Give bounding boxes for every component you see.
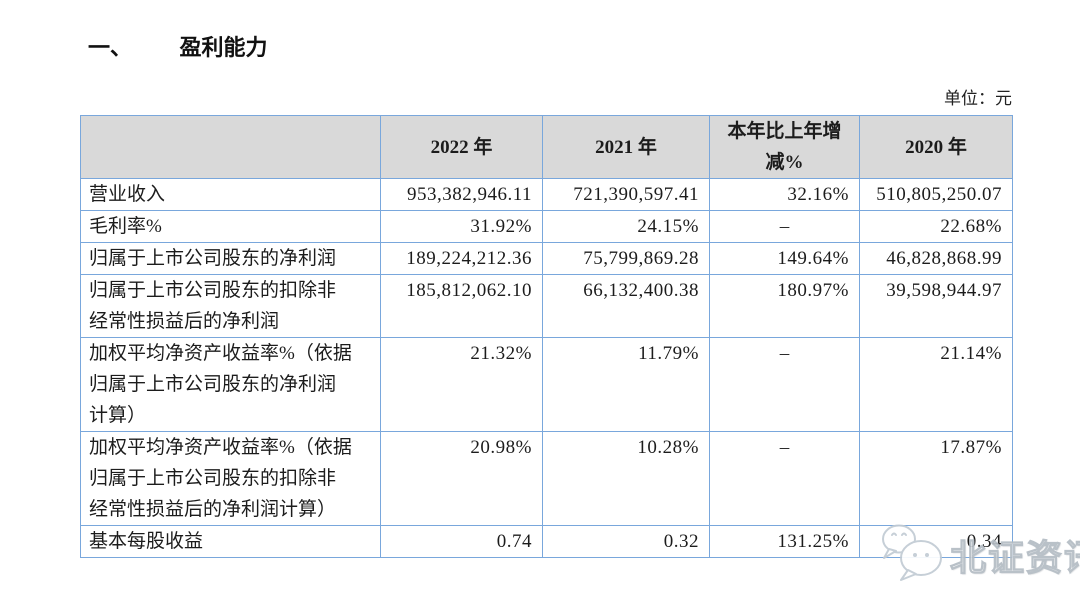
value-2022: 21.32% (380, 337, 543, 432)
unit-label: 单位：元 (944, 89, 1012, 108)
value-change: 131.25% (709, 525, 860, 558)
value-2021: 66,132,400.38 (542, 274, 710, 338)
row-label: 基本每股收益 (80, 525, 381, 558)
value-2021: 0.32 (542, 525, 710, 558)
row-label: 毛利率% (80, 210, 381, 243)
value-2020: 39,598,944.97 (859, 274, 1013, 338)
table-header: 2022 年 2021 年 本年比上年增 减% 2020 年 (80, 115, 1013, 179)
value-2021: 24.15% (542, 210, 710, 243)
value-2020: 510,805,250.07 (859, 178, 1013, 211)
section-name: 盈利能力 (179, 35, 268, 60)
value-2022: 189,224,212.36 (380, 242, 543, 275)
value-2021: 10.28% (542, 431, 710, 526)
row-label: 营业收入 (80, 178, 381, 211)
value-change: 180.97% (709, 274, 860, 338)
value-change: – (709, 431, 860, 526)
row-label: 归属于上市公司股东的净利润 (80, 242, 381, 275)
value-2021: 11.79% (542, 337, 710, 432)
section-title: 一、 盈利能力 (88, 30, 268, 62)
value-2022: 185,812,062.10 (380, 274, 543, 338)
value-change: 149.64% (709, 242, 860, 275)
row-label: 加权平均净资产收益率%（依据 归属于上市公司股东的净利润 计算） (80, 337, 381, 432)
table-row-basic-eps: 基本每股收益 0.74 0.32 131.25% 0.34 (80, 525, 1013, 558)
header-metric (80, 115, 381, 179)
value-2020: 21.14% (859, 337, 1013, 432)
value-2020: 0.34 (859, 525, 1013, 558)
table-body: 营业收入 953,382,946.11 721,390,597.41 32.16… (80, 178, 1013, 558)
row-label: 归属于上市公司股东的扣除非 经常性损益后的净利润 (80, 274, 381, 338)
section-number: 一、 (88, 35, 133, 60)
table-row-net-profit-deducted: 归属于上市公司股东的扣除非 经常性损益后的净利润 185,812,062.10 … (80, 274, 1013, 338)
table-row-roe-weighted-deducted: 加权平均净资产收益率%（依据 归属于上市公司股东的扣除非 经常性损益后的净利润计… (80, 431, 1013, 526)
header-2022: 2022 年 (380, 115, 543, 179)
table-row-revenue: 营业收入 953,382,946.11 721,390,597.41 32.16… (80, 178, 1013, 211)
value-change: – (709, 210, 860, 243)
value-2021: 721,390,597.41 (542, 178, 710, 211)
header-row: 2022 年 2021 年 本年比上年增 减% 2020 年 (80, 115, 1013, 179)
value-2020: 22.68% (859, 210, 1013, 243)
header-2020: 2020 年 (859, 115, 1013, 179)
value-change: – (709, 337, 860, 432)
value-2022: 953,382,946.11 (380, 178, 543, 211)
table-row-net-profit: 归属于上市公司股东的净利润 189,224,212.36 75,799,869.… (80, 242, 1013, 275)
profitability-table: 2022 年 2021 年 本年比上年增 减% 2020 年 营业收入 953,… (80, 115, 1013, 558)
value-change: 32.16% (709, 178, 860, 211)
header-2021: 2021 年 (542, 115, 710, 179)
header-yoy-change: 本年比上年增 减% (709, 115, 860, 179)
value-2022: 20.98% (380, 431, 543, 526)
value-2020: 46,828,868.99 (859, 242, 1013, 275)
value-2020: 17.87% (859, 431, 1013, 526)
table-row-roe-weighted: 加权平均净资产收益率%（依据 归属于上市公司股东的净利润 计算） 21.32% … (80, 337, 1013, 432)
value-2021: 75,799,869.28 (542, 242, 710, 275)
value-2022: 0.74 (380, 525, 543, 558)
value-2022: 31.92% (380, 210, 543, 243)
table-row-gross-margin: 毛利率% 31.92% 24.15% – 22.68% (80, 210, 1013, 243)
row-label: 加权平均净资产收益率%（依据 归属于上市公司股东的扣除非 经常性损益后的净利润计… (80, 431, 381, 526)
